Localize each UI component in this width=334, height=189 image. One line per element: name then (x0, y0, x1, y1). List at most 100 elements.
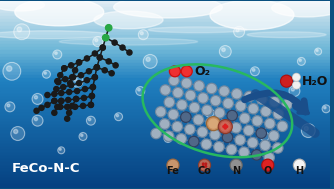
Bar (0, 150, 330, 154)
Circle shape (59, 98, 64, 104)
Circle shape (253, 151, 261, 159)
Circle shape (58, 104, 63, 109)
Circle shape (219, 46, 231, 57)
Circle shape (138, 88, 140, 91)
Circle shape (62, 66, 67, 71)
Circle shape (76, 60, 81, 65)
Circle shape (168, 109, 178, 120)
Circle shape (14, 129, 18, 134)
Circle shape (293, 74, 300, 81)
Circle shape (297, 57, 305, 65)
Text: Fe: Fe (166, 166, 179, 176)
Circle shape (90, 84, 96, 90)
Text: O₂: O₂ (195, 65, 211, 78)
Circle shape (63, 77, 68, 82)
Circle shape (182, 113, 190, 121)
Circle shape (69, 75, 75, 80)
Circle shape (210, 129, 220, 140)
Circle shape (52, 110, 57, 115)
Circle shape (185, 90, 196, 101)
Bar (0, 4, 330, 7)
Ellipse shape (0, 31, 109, 39)
Bar (0, 110, 330, 113)
Circle shape (294, 159, 305, 171)
Text: Co: Co (198, 166, 211, 176)
Bar (0, 113, 330, 116)
Bar (0, 44, 330, 48)
Bar (0, 53, 330, 57)
Circle shape (106, 59, 111, 64)
Circle shape (164, 97, 174, 107)
Circle shape (231, 160, 241, 170)
Bar (0, 16, 330, 20)
Circle shape (143, 54, 157, 68)
Circle shape (89, 93, 95, 98)
Bar (0, 184, 330, 188)
Circle shape (224, 124, 226, 126)
Circle shape (235, 101, 246, 111)
Circle shape (224, 127, 226, 129)
Circle shape (166, 136, 168, 139)
Circle shape (250, 67, 260, 76)
Circle shape (186, 125, 194, 133)
Circle shape (226, 144, 237, 155)
Circle shape (247, 138, 258, 148)
Circle shape (215, 143, 223, 151)
Ellipse shape (210, 0, 294, 30)
Circle shape (127, 50, 132, 55)
Circle shape (11, 127, 25, 140)
Circle shape (241, 114, 249, 122)
Circle shape (54, 87, 59, 92)
Circle shape (181, 78, 192, 88)
Bar (0, 41, 330, 45)
Circle shape (245, 126, 253, 134)
Bar (0, 7, 330, 10)
Circle shape (269, 97, 280, 107)
Circle shape (68, 83, 74, 88)
Bar (0, 172, 330, 175)
Circle shape (282, 99, 292, 110)
Circle shape (316, 50, 318, 52)
Circle shape (171, 67, 179, 75)
Circle shape (216, 109, 223, 117)
Circle shape (72, 104, 78, 109)
Circle shape (176, 134, 186, 144)
Circle shape (73, 78, 77, 81)
Circle shape (87, 116, 95, 125)
Bar (0, 60, 330, 63)
Circle shape (291, 88, 295, 91)
Circle shape (249, 139, 257, 147)
Circle shape (206, 83, 217, 94)
Circle shape (161, 120, 169, 128)
Circle shape (56, 80, 61, 85)
Circle shape (218, 120, 229, 130)
Circle shape (100, 45, 105, 50)
Circle shape (66, 89, 72, 95)
Bar (0, 97, 330, 101)
Bar (0, 144, 330, 147)
Circle shape (264, 152, 274, 163)
Circle shape (161, 86, 169, 94)
Circle shape (34, 117, 37, 121)
Circle shape (62, 66, 67, 71)
Circle shape (100, 45, 105, 50)
Circle shape (76, 81, 81, 86)
Circle shape (73, 96, 78, 101)
Circle shape (207, 119, 215, 126)
Circle shape (236, 29, 239, 32)
Circle shape (235, 135, 245, 145)
Bar (0, 63, 330, 67)
Bar (0, 138, 330, 141)
Circle shape (160, 119, 170, 129)
Circle shape (151, 128, 161, 139)
Circle shape (66, 110, 72, 115)
Circle shape (219, 86, 229, 96)
Circle shape (221, 122, 230, 131)
Circle shape (146, 57, 150, 61)
Circle shape (88, 102, 94, 107)
Circle shape (32, 115, 43, 126)
Circle shape (226, 126, 228, 128)
Circle shape (34, 96, 37, 99)
Circle shape (230, 159, 242, 171)
Circle shape (88, 102, 94, 107)
